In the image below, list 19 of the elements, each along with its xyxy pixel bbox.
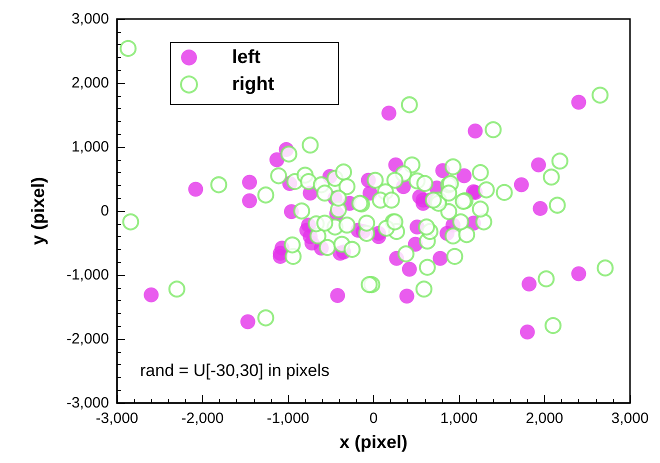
annotation: rand = U[-30,30] in pixels: [140, 361, 330, 380]
y-tick-label: 0: [100, 202, 109, 220]
legend-label: right: [232, 74, 275, 95]
y-axis-title: y (pixel): [28, 176, 48, 246]
y-tick-label: -2,000: [66, 330, 109, 348]
x-tick-label: -3,000: [96, 410, 138, 427]
x-tick-label: 3,000: [611, 410, 649, 427]
y-tick-label: 2,000: [71, 74, 109, 92]
x-tick-label: 1,000: [440, 410, 478, 427]
y-tick-label: 1,000: [71, 138, 109, 156]
y-tick-label: -3,000: [66, 394, 109, 412]
x-tick-label: 2,000: [526, 410, 564, 427]
x-tick-label: -2,000: [181, 410, 224, 427]
y-tick-label: 3,000: [71, 10, 109, 28]
legend-label: left: [232, 47, 262, 68]
x-tick-label: -1,000: [266, 410, 310, 427]
x-axis-title: x (pixel): [339, 432, 408, 452]
x-tick-label: 0: [369, 410, 378, 427]
y-tick-label: -1,000: [66, 266, 109, 284]
